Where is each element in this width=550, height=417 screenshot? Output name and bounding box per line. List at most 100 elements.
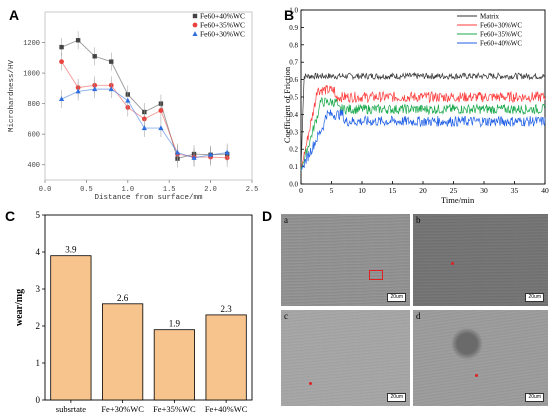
y-tick-label: 5 bbox=[36, 210, 41, 220]
plot-c-frame bbox=[44, 214, 253, 401]
plot-a-frame bbox=[44, 11, 253, 181]
sem-annotation-dot bbox=[309, 382, 312, 385]
y-tick-label: 4 bbox=[36, 247, 41, 257]
data-label: 2.3 bbox=[221, 304, 233, 314]
x-tick-label: 0.5 bbox=[80, 186, 93, 194]
legend-entry: Fe60+30%WC bbox=[480, 22, 522, 30]
x-tick-label: 5 bbox=[330, 186, 334, 195]
y-axis-label: Coefficient of Friction bbox=[282, 66, 292, 143]
x-tick-label: Fe+40%WC bbox=[205, 404, 248, 414]
data-point bbox=[109, 59, 114, 64]
series-line-1 bbox=[300, 85, 546, 170]
data-point bbox=[191, 155, 197, 160]
data-point bbox=[125, 97, 131, 103]
x-tick-label: 0 bbox=[299, 186, 303, 195]
bar bbox=[102, 303, 144, 401]
y-axis-label: Microhardness/HV bbox=[8, 59, 16, 132]
x-tick-label: 15 bbox=[389, 186, 397, 195]
data-point bbox=[75, 88, 81, 94]
panel-label-b: B bbox=[284, 7, 294, 23]
x-tick-label: 1.0 bbox=[121, 186, 134, 194]
y-tick-label: 0.5 bbox=[289, 94, 298, 102]
sem-label-a: a bbox=[284, 215, 288, 225]
y-tick-label: 0.6 bbox=[289, 76, 298, 84]
y-tick-label: 600 bbox=[27, 132, 40, 140]
data-label: 2.6 bbox=[117, 293, 129, 303]
y-tick-label: 0.2 bbox=[289, 146, 298, 154]
data-point bbox=[158, 125, 164, 131]
y-tick-label: 0.8 bbox=[289, 41, 298, 49]
panel-label-c: C bbox=[5, 208, 15, 224]
data-point bbox=[92, 86, 98, 92]
sem-scalebar-a: 20um bbox=[387, 293, 406, 302]
x-tick-label: 2.5 bbox=[246, 186, 259, 194]
legend-entry: Fe60+40%WC bbox=[200, 12, 245, 21]
sem-annotation-dot bbox=[475, 374, 478, 377]
legend-entry: Fe60+35%WC bbox=[200, 21, 245, 30]
legend-entry: Fe60+40%WC bbox=[480, 40, 522, 48]
y-tick-label: 0.7 bbox=[289, 59, 298, 67]
data-point bbox=[108, 86, 114, 92]
bar bbox=[153, 329, 195, 401]
y-tick-label: 1000 bbox=[23, 71, 40, 79]
sem-scalebar-b: 20um bbox=[525, 293, 544, 302]
data-point bbox=[158, 108, 164, 113]
y-tick-label: 0.3 bbox=[289, 128, 298, 136]
data-point bbox=[174, 149, 181, 155]
x-tick-label: 2.0 bbox=[204, 186, 217, 194]
y-tick-label: 0.0 bbox=[289, 181, 298, 189]
sem-label-c: c bbox=[284, 311, 288, 321]
x-axis-label: Time/min bbox=[441, 195, 475, 205]
data-point bbox=[224, 149, 230, 155]
series-line-3 bbox=[300, 109, 546, 171]
legend-marker bbox=[192, 31, 198, 36]
y-tick-label: 0.9 bbox=[289, 24, 298, 32]
y-tick-label: 0.4 bbox=[289, 111, 298, 119]
bar bbox=[50, 255, 92, 401]
x-tick-label: 10 bbox=[358, 186, 366, 195]
sem-annotation-dot bbox=[451, 262, 454, 265]
sem-image-a: a 20um bbox=[281, 214, 410, 306]
sem-image-b: b 20um bbox=[413, 214, 548, 306]
y-tick-label: 0 bbox=[36, 395, 41, 405]
sem-image-c: c 20um bbox=[281, 310, 410, 406]
y-axis-label: wear/mg bbox=[14, 289, 25, 326]
sem-label-b: b bbox=[416, 215, 421, 225]
x-tick-label: 0.0 bbox=[39, 186, 52, 194]
data-point bbox=[92, 54, 97, 59]
series-line-0 bbox=[61, 39, 228, 160]
data-label: 1.9 bbox=[169, 319, 181, 329]
y-tick-label: 3 bbox=[36, 284, 41, 294]
sem-scalebar-d: 20um bbox=[525, 393, 544, 402]
x-tick-label: Fe+35%WC bbox=[153, 404, 196, 414]
sem-label-d: d bbox=[416, 311, 421, 321]
x-tick-label: 20 bbox=[419, 186, 427, 195]
series-line-2 bbox=[300, 97, 546, 171]
legend-marker bbox=[192, 13, 198, 19]
legend-marker bbox=[192, 22, 198, 28]
data-point bbox=[208, 152, 214, 157]
y-tick-label: 0.1 bbox=[289, 163, 298, 171]
series-line-0 bbox=[300, 71, 546, 171]
x-tick-label: 25 bbox=[450, 186, 458, 195]
y-tick-label: 1.0 bbox=[289, 7, 298, 15]
data-label: 3.9 bbox=[65, 245, 77, 255]
x-tick-label: subsrtate bbox=[56, 404, 86, 414]
data-point bbox=[59, 59, 64, 65]
x-tick-label: 40 bbox=[541, 186, 549, 195]
panel-label-a: A bbox=[9, 7, 19, 23]
data-point bbox=[141, 116, 147, 122]
sem-annotation-box bbox=[369, 270, 383, 280]
legend-entry: Fe60+30%WC bbox=[200, 30, 245, 39]
panel-label-d: D bbox=[262, 208, 272, 224]
x-tick-label: 1.5 bbox=[163, 186, 176, 194]
y-tick-label: 800 bbox=[27, 101, 40, 109]
x-axis-label: Distance from surface/mm bbox=[94, 194, 203, 202]
sem-scalebar-c: 20um bbox=[387, 393, 406, 402]
y-tick-label: 1 bbox=[36, 358, 41, 368]
bar bbox=[205, 314, 247, 401]
y-tick-label: 2 bbox=[36, 321, 41, 331]
data-point bbox=[75, 38, 81, 43]
y-tick-label: 1200 bbox=[23, 40, 40, 48]
